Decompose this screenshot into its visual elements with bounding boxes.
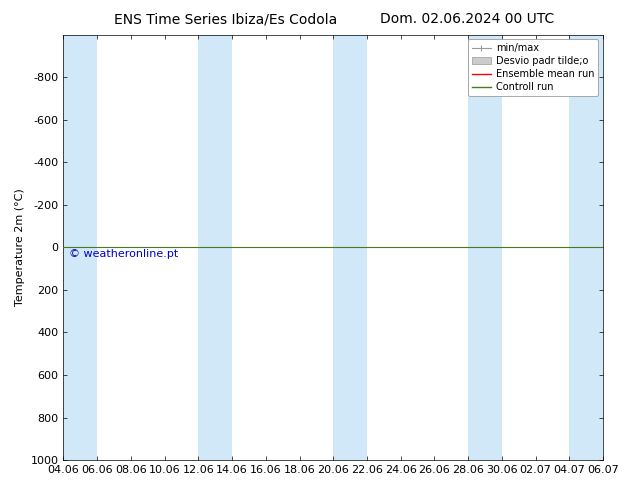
Bar bbox=[198, 35, 232, 460]
Bar bbox=[63, 35, 97, 460]
Text: © weatheronline.pt: © weatheronline.pt bbox=[69, 249, 178, 260]
Bar bbox=[333, 35, 367, 460]
Legend: min/max, Desvio padr tilde;o, Ensemble mean run, Controll run: min/max, Desvio padr tilde;o, Ensemble m… bbox=[468, 40, 598, 96]
Bar bbox=[468, 35, 502, 460]
Text: Dom. 02.06.2024 00 UTC: Dom. 02.06.2024 00 UTC bbox=[380, 12, 555, 26]
Text: ENS Time Series Ibiza/Es Codola: ENS Time Series Ibiza/Es Codola bbox=[114, 12, 337, 26]
Y-axis label: Temperature 2m (°C): Temperature 2m (°C) bbox=[15, 189, 25, 306]
Bar bbox=[569, 35, 603, 460]
